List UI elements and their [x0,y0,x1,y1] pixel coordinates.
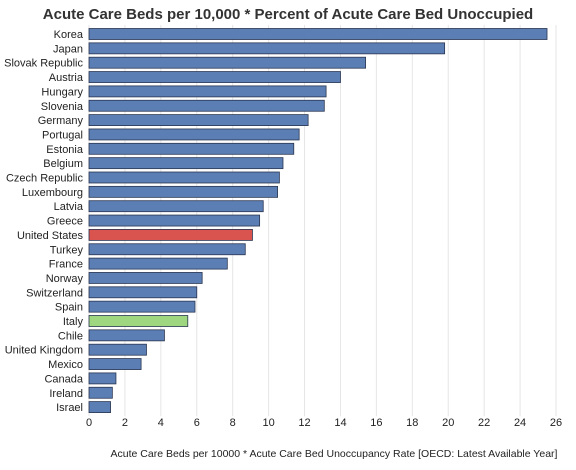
bar-estonia [88,142,295,155]
bar-canada [88,372,117,385]
x-tick-label: 10 [262,417,274,429]
bar-slovenia [88,99,325,112]
x-tick-label: 12 [298,417,310,429]
category-label: Hungary [41,86,83,98]
category-label: France [49,259,83,271]
x-tick-label: 24 [514,417,526,429]
category-label: Latvia [54,201,84,213]
bar-france [88,257,228,270]
x-tick-label: 6 [194,417,200,429]
category-label: Ireland [49,388,83,400]
x-tick-label: 4 [158,417,164,429]
bar-latvia [88,200,264,213]
bar-turkey [88,243,246,256]
bars [88,28,548,414]
bar-italy [88,315,189,327]
bar-hungary [88,85,327,98]
bar-united-kingdom [88,343,147,356]
x-tick-label: 20 [442,417,454,429]
category-label: Portugal [42,129,83,141]
bar-portugal [88,128,300,141]
x-tick-label: 2 [122,417,128,429]
bar-israel [88,401,111,414]
category-label: Germany [38,115,84,127]
category-labels: Korea Japan Slovak Republic Austria Hungary S… [4,29,84,414]
bar-korea [88,28,548,40]
category-label: United States [17,230,84,242]
bar-slovak-republic [88,56,367,69]
x-axis-label: Acute Care Beds per 10000 * Acute Care B… [111,448,558,460]
bar-norway [88,272,203,284]
bar-czech-republic [88,171,280,184]
x-tick-label: 0 [86,417,92,429]
bar-germany [88,114,309,126]
x-tick-label: 18 [406,417,418,429]
category-label: Austria [49,72,84,84]
category-label: Norway [46,273,84,285]
category-label: Mexico [48,359,83,371]
chart-title: Acute Care Beds per 10,000 * Percent of … [42,6,534,23]
x-tick-label: 8 [230,417,236,429]
category-label: Czech Republic [6,173,84,185]
category-label: Turkey [50,244,84,256]
category-label: Italy [63,316,84,328]
x-tick-label: 22 [478,417,490,429]
bar-ireland [88,386,113,399]
bar-united-states [88,228,253,241]
category-label: Greece [47,216,83,228]
category-label: Korea [54,29,84,41]
category-label: Slovak Republic [4,58,83,70]
bar-austria [88,71,341,83]
category-label: Japan [53,43,83,55]
x-tick-label: 14 [334,417,346,429]
bar-belgium [88,157,284,170]
category-label: Israel [56,402,83,414]
category-label: Belgium [43,158,83,170]
category-label: Slovenia [41,101,84,113]
x-tick-label: 26 [550,417,562,429]
x-axis-ticks: 0 2 4 6 8 10 12 14 16 18 20 22 24 26 [86,417,562,429]
bar-spain [88,300,196,313]
category-label: Estonia [46,144,84,156]
category-label: Switzerland [26,287,83,299]
category-label: Luxembourg [22,187,83,199]
bar-luxembourg [88,185,278,198]
bar-switzerland [88,286,198,299]
category-label: Spain [55,302,83,314]
category-label: United Kingdom [5,345,83,357]
x-tick-label: 16 [370,417,382,429]
bar-mexico [88,358,142,370]
bar-japan [88,42,446,55]
category-label: Chile [58,330,83,342]
category-label: Canada [44,373,83,385]
bar-greece [88,214,261,227]
bar-chile [88,329,165,342]
